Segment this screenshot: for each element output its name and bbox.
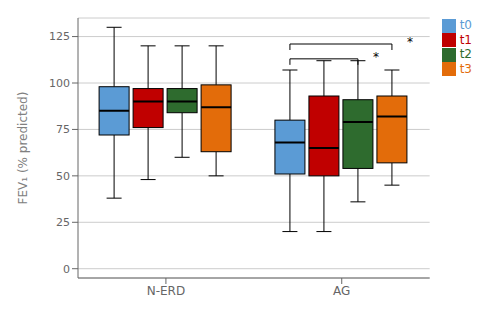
svg-text:FEV₁ (% predicted): FEV₁ (% predicted)	[16, 92, 30, 205]
svg-text:0: 0	[63, 263, 70, 276]
svg-text:50: 50	[56, 170, 70, 183]
html-text:t1: t1	[459, 32, 472, 47]
svg-text:100: 100	[49, 77, 70, 90]
svg-text:*: *	[407, 35, 413, 49]
svg-text:75: 75	[56, 123, 70, 136]
html-text:t0: t0	[459, 18, 472, 32]
svg-text:*: *	[373, 50, 379, 64]
svg-text:N-ERD: N-ERD	[147, 284, 185, 298]
html-text:t3: t3	[459, 61, 472, 76]
html-text:t2: t2	[459, 47, 472, 61]
svg-text:125: 125	[49, 30, 70, 43]
svg-text:AG: AG	[333, 284, 350, 298]
svg-text:25: 25	[56, 216, 70, 229]
